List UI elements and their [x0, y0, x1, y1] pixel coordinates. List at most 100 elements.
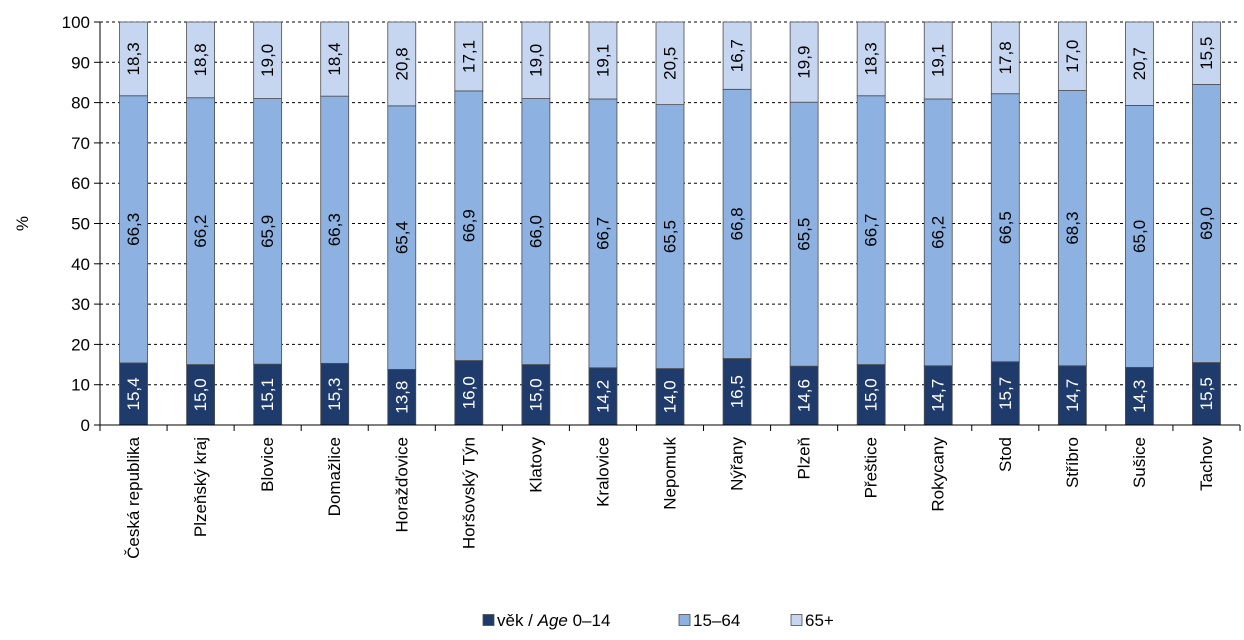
bar-segment [387, 21, 417, 107]
bar-segment [655, 21, 685, 106]
bar-value-label: 66,0 [526, 215, 545, 248]
bar-value-label: 17,0 [1063, 40, 1082, 73]
x-tick-label: Rokycany [929, 437, 948, 512]
bar-value-label: 15,0 [862, 378, 881, 411]
legend-item: 65+ [790, 611, 834, 630]
bar-segment [789, 21, 819, 103]
bar-value-label: 16,0 [459, 376, 478, 409]
bar-segment [856, 95, 886, 365]
bar-segment [521, 364, 551, 426]
bar-value-label: 66,7 [593, 217, 612, 250]
bar-value-label: 14,3 [1130, 380, 1149, 413]
bar-segment [1125, 105, 1154, 368]
legend-label: 65+ [805, 611, 834, 630]
y-tick-label: 70 [71, 134, 90, 153]
bar-segment [923, 365, 953, 426]
bar-stack: 14,6 65,5 19,9 [789, 21, 819, 426]
bar-segment [923, 98, 953, 367]
bar-segment [454, 21, 484, 92]
bar-segment [655, 368, 685, 426]
bar-value-label: 19,0 [526, 44, 545, 77]
bar-value-label: 66,2 [929, 216, 948, 249]
x-tick-label: Domažlice [325, 437, 344, 516]
bar-stack: 14,7 68,3 17,0 [1057, 21, 1087, 426]
bar-segment [253, 363, 283, 426]
bar-segment [990, 361, 1020, 426]
legend-item: 15–64 [678, 611, 740, 630]
legend-item: věk / Age 0–14 [482, 611, 610, 630]
bar-segment [789, 101, 819, 367]
x-tick-label: Plzeň [795, 437, 814, 480]
x-axis: Česká republika Plzeňský kraj Blovice Domaž… [99, 424, 1241, 559]
x-tick-label: Přeštice [862, 437, 881, 498]
bar-value-label: 14,7 [1063, 379, 1082, 412]
bar-segment [253, 21, 283, 99]
bar-value-label: 15,1 [258, 378, 277, 411]
bar-value-label: 65,5 [661, 220, 680, 253]
bar-segment [186, 97, 215, 365]
bar-segment [521, 98, 551, 365]
bar-segment [1057, 21, 1087, 91]
y-tick-label: 90 [71, 53, 90, 72]
bar-value-label: 19,9 [795, 46, 814, 79]
bar-stack: 14,2 66,7 19,1 [588, 21, 618, 426]
bar-stack: 15,3 66,3 18,4 [320, 21, 350, 426]
bar-value-label: 19,0 [258, 44, 277, 77]
x-tick-label: Tachov [1197, 437, 1216, 491]
bar-segment [1057, 365, 1087, 426]
x-tick-label: Horažďovice [392, 437, 411, 532]
bar-value-label: 65,9 [258, 215, 277, 248]
bar-segment [588, 21, 618, 100]
bar-value-label: 20,7 [1130, 47, 1149, 80]
x-tick-label: Plzeňský kraj [191, 437, 210, 537]
bar-value-label: 14,2 [593, 380, 612, 413]
bar-segment [186, 21, 215, 99]
legend: věk / Age 0–14 15–64 65+ [482, 611, 834, 630]
bar-value-label: 18,8 [191, 43, 210, 76]
bar-value-label: 18,4 [325, 43, 344, 76]
bar-value-label: 66,9 [459, 209, 478, 242]
bar-value-label: 20,5 [661, 47, 680, 80]
bar-stack: 15,7 66,5 17,8 [990, 21, 1020, 426]
bar-value-label: 66,3 [325, 213, 344, 246]
bar-segment [454, 90, 484, 361]
bar-value-label: 66,2 [191, 215, 210, 248]
bar-segment [722, 88, 752, 359]
bar-stack: 14,0 65,5 20,5 [655, 21, 685, 426]
bar-value-label: 66,7 [862, 214, 881, 247]
y-tick-label: 60 [71, 174, 90, 193]
bar-value-label: 15,4 [124, 377, 143, 410]
bar-value-label: 18,3 [862, 42, 881, 75]
y-tick-label: 0 [81, 416, 90, 435]
y-tick-label: 50 [71, 215, 90, 234]
bar-segment [722, 21, 752, 90]
bar-segment [1192, 84, 1221, 363]
bar-value-label: 16,5 [728, 375, 747, 408]
legend-swatch [678, 614, 691, 626]
bar-value-label: 17,8 [996, 41, 1015, 74]
x-tick-label: Stod [996, 437, 1015, 472]
y-tick-label: 80 [71, 94, 90, 113]
bar-segment [1125, 366, 1154, 426]
bar-segment [253, 98, 283, 365]
x-tick-label: Sušice [1130, 437, 1149, 488]
bar-segment [454, 360, 484, 426]
x-tick-label: Nepomuk [661, 437, 680, 510]
bar-value-label: 18,3 [124, 42, 143, 75]
bar-segment [588, 98, 618, 369]
bar-value-label: 15,3 [325, 378, 344, 411]
bar-value-label: 19,1 [593, 44, 612, 77]
bar-value-label: 65,5 [795, 218, 814, 251]
bar-segment [923, 21, 953, 100]
legend-label: věk / Age 0–14 [497, 611, 610, 630]
y-axis: 0 10 20 30 40 50 60 70 80 90 100 [62, 13, 101, 435]
bar-segment [856, 21, 886, 97]
bar-segment [990, 93, 1020, 363]
legend-label: 15–64 [693, 611, 740, 630]
bar-value-label: 66,8 [728, 207, 747, 240]
bar-value-label: 15,0 [191, 378, 210, 411]
y-tick-label: 100 [62, 13, 90, 32]
bar-value-label: 14,6 [795, 379, 814, 412]
legend-swatch [482, 614, 495, 626]
